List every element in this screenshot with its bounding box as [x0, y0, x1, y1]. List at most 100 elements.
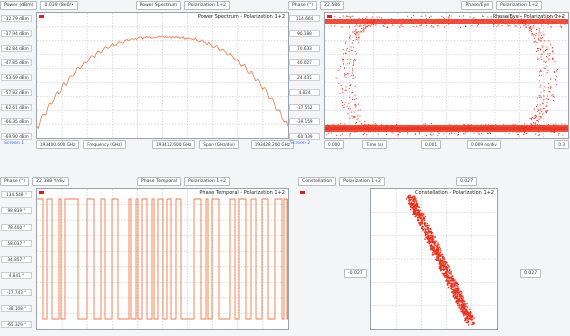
s2-eye-sample — [344, 52, 346, 54]
s2-eye-sample — [473, 17, 475, 19]
s2-eye-sample — [487, 133, 489, 134]
screen2-measure-select[interactable]: Phase (°) — [288, 1, 318, 10]
s4-constellation-point — [451, 277, 453, 279]
s2-eye-sample — [492, 22, 494, 24]
s4-constellation-point — [430, 231, 432, 234]
s2-eye-sample — [545, 61, 547, 62]
s2-eye-sample — [539, 86, 541, 88]
s2-eye-sample — [369, 23, 371, 25]
s4-constellation-point — [440, 255, 442, 257]
s1-spectrum-trace — [37, 35, 288, 130]
s4-constellation-point — [436, 251, 438, 253]
s2-eye-sample — [353, 61, 355, 63]
s4-constellation-point — [412, 199, 414, 201]
screen3-view-select[interactable]: Phase Temporal — [136, 177, 182, 186]
s4-constellation-point — [410, 202, 412, 205]
s4-constellation-point — [448, 277, 451, 279]
s4-constellation-point — [452, 290, 454, 293]
s2-eye-sample — [537, 47, 538, 49]
s4-constellation-point — [437, 257, 439, 259]
s4-constellation-point — [461, 302, 464, 304]
s2-eye-sample — [560, 26, 562, 27]
s2-eye-sample — [365, 27, 367, 29]
screen1-scale-field[interactable]: 0.039 (8e0/• — [40, 1, 78, 10]
s2-eye-sample — [522, 23, 524, 24]
s4-constellation-point — [421, 219, 424, 221]
s2-eye-sample — [386, 124, 387, 126]
screen3-scale-field[interactable]: 22.388 Y/div — [32, 177, 69, 186]
s2-eye-sample — [523, 133, 525, 135]
screen1-measure-select[interactable]: Power (dBm) — [0, 1, 38, 10]
s2-eye-sample — [537, 49, 539, 51]
s2-eye-sample — [495, 16, 497, 18]
s4-constellation-point — [422, 214, 424, 217]
screen1-label[interactable]: Screen 1 — [4, 141, 25, 146]
s4-constellation-point — [469, 313, 471, 315]
s2-eye-sample — [533, 126, 535, 128]
screen3-chart — [37, 189, 288, 329]
screen4-polarization-select[interactable]: Polarization 1+2 — [339, 177, 385, 186]
s4-constellation-point — [433, 244, 435, 246]
s2-eye-sample — [467, 124, 469, 126]
screen4-view-select[interactable]: Constellation — [298, 177, 337, 186]
s2-eye-sample — [455, 129, 457, 131]
s2-eye-sample — [407, 131, 409, 133]
s2-eye-sample — [535, 35, 537, 37]
s2-eye-sample — [375, 124, 377, 126]
screen3-polarization-select[interactable]: Polarization 1+2 — [184, 177, 230, 186]
s2-eye-sample — [549, 91, 551, 93]
screen1-polarization-select[interactable]: Polarization 1+2 — [184, 1, 230, 10]
s4-constellation-point — [408, 201, 410, 203]
screen2-polarization-select[interactable]: Polarization 1+2 — [496, 1, 542, 10]
s2-eye-sample — [552, 16, 554, 18]
s2-eye-sample — [357, 37, 359, 39]
s2-eye-sample — [366, 23, 368, 25]
s2-eye-sample — [367, 19, 369, 21]
screen4-left-scale[interactable]: -0.027 — [344, 269, 367, 278]
screen1-x-span[interactable]: Span (GHz/div) — [199, 140, 239, 149]
screen1-view-select[interactable]: Power Spectrum — [135, 1, 182, 10]
screen1-x-end[interactable]: 193428.200 GHz — [250, 140, 294, 149]
s2-eye-sample — [476, 21, 478, 23]
s2-eye-sample — [564, 124, 566, 126]
s4-constellation-point — [423, 231, 426, 233]
s2-eye-sample — [553, 131, 555, 133]
s4-constellation-point — [444, 274, 446, 277]
screen1-x-start[interactable]: 193400.600 GHz — [36, 140, 80, 149]
s2-eye-sample — [377, 133, 379, 135]
s2-eye-sample — [514, 124, 516, 125]
s4-constellation-point — [438, 263, 440, 265]
s2-eye-sample — [337, 123, 339, 125]
s4-constellation-point — [419, 209, 421, 211]
screen4-scale-field[interactable]: 0.027 — [455, 177, 478, 186]
s4-constellation-point — [409, 199, 411, 201]
s2-eye-sample — [442, 21, 444, 23]
screen2-view-select[interactable]: Phase/Eye — [461, 1, 494, 10]
s2-eye-sample — [512, 130, 514, 132]
screen3-measure-select[interactable]: Phase (°) — [0, 177, 30, 186]
screen2-x-span[interactable]: 0.009 ns/div — [467, 140, 501, 149]
s4-constellation-point — [444, 266, 446, 268]
s2-eye-sample — [540, 116, 542, 118]
s2-eye-sample — [556, 15, 558, 17]
screen2-x-start[interactable]: 0.000 — [324, 140, 344, 149]
s4-constellation-point — [425, 231, 427, 233]
screen2-label[interactable]: Screen 2 — [290, 141, 311, 146]
s4-constellation-point — [414, 213, 416, 215]
s4-constellation-point — [439, 258, 441, 260]
screen2-x-center[interactable]: 0.001 — [421, 140, 442, 149]
screen4-right-scale[interactable]: 0.027 — [520, 269, 542, 278]
screen2-scale-field[interactable]: 22.586 — [320, 1, 345, 10]
s2-eye-sample — [545, 111, 547, 113]
s2-eye-sample — [425, 127, 427, 129]
s2-eye-sample — [368, 129, 370, 131]
s4-constellation-point — [463, 314, 465, 316]
s4-constellation-point — [450, 283, 453, 285]
screen2-x-end[interactable]: 0.3 — [554, 140, 569, 149]
s4-constellation-point — [418, 213, 420, 215]
s2-eye-sample — [423, 123, 425, 125]
s2-eye-sample — [558, 133, 560, 135]
s4-constellation-point — [431, 235, 433, 237]
s4-constellation-point — [432, 240, 434, 242]
screen1-x-center[interactable]: 193412.600 GHz — [152, 140, 196, 149]
